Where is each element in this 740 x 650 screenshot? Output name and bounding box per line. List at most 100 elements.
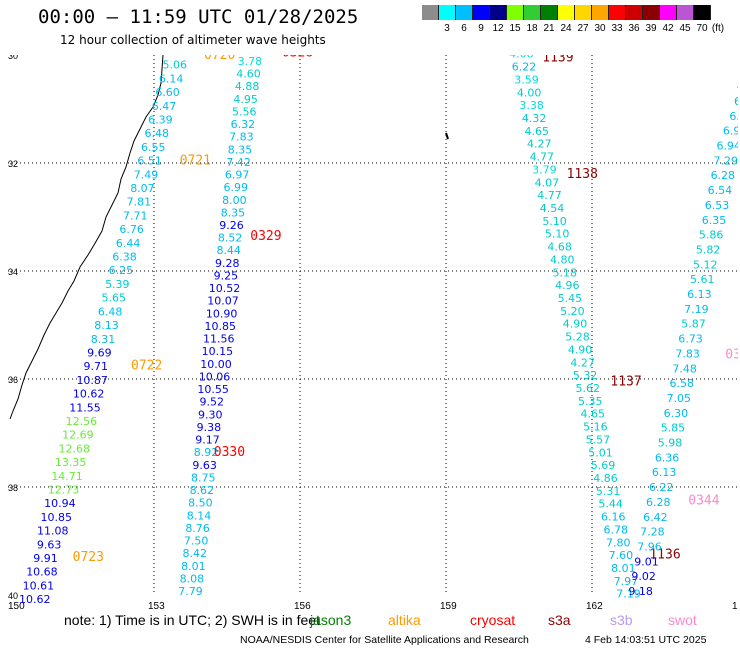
pass-time-label: 0344 bbox=[688, 494, 719, 509]
swh-value: 5.32 bbox=[573, 369, 598, 382]
pass-time-label: 0330 bbox=[214, 445, 245, 460]
swh-value: 3.79 bbox=[532, 163, 557, 176]
x-tick-label: 153 bbox=[148, 601, 165, 612]
swh-value: 4.83 bbox=[166, 55, 191, 58]
swh-value: 4.90 bbox=[563, 318, 588, 331]
y-tick-label: 34 bbox=[8, 267, 18, 277]
swh-value: 10.62 bbox=[19, 593, 51, 606]
swh-value: 7.49 bbox=[134, 168, 159, 181]
swh-value: 4.88 bbox=[235, 80, 260, 93]
swh-value: 7.42 bbox=[226, 156, 251, 169]
legend-label: 45 bbox=[679, 23, 691, 34]
x-tick-label: 156 bbox=[294, 601, 311, 612]
swh-value: 5.57 bbox=[586, 433, 611, 446]
pass-time-label: 1138 bbox=[567, 167, 598, 182]
swh-value: 8.00 bbox=[222, 194, 247, 207]
swh-value: 5.82 bbox=[696, 243, 721, 256]
swh-value: 5.28 bbox=[565, 331, 590, 344]
pass-time-label: 0722 bbox=[131, 359, 162, 374]
swh-value: 6.48 bbox=[145, 127, 170, 140]
swh-value: 10.61 bbox=[23, 579, 55, 592]
legend-swatch bbox=[490, 5, 507, 20]
swh-value: 4.95 bbox=[233, 93, 258, 106]
pass-time-label: 03 bbox=[725, 348, 738, 363]
generated-timestamp: 4 Feb 14:03:51 UTC 2025 bbox=[585, 634, 707, 646]
swh-value: 6.28 bbox=[646, 496, 671, 509]
swh-value: 10.87 bbox=[76, 374, 108, 387]
swh-value: 10.52 bbox=[209, 282, 241, 295]
legend-label: 21 bbox=[543, 23, 555, 34]
swh-value: 5.16 bbox=[583, 421, 608, 434]
satellite-altika: altika bbox=[388, 612, 421, 628]
swh-value: 8.07 bbox=[130, 182, 155, 195]
coastline bbox=[9, 55, 164, 420]
legend-swatch bbox=[439, 5, 456, 20]
swh-value: 6 bbox=[734, 95, 738, 108]
swh-value: 6.76 bbox=[119, 223, 144, 236]
legend-swatch bbox=[558, 5, 575, 20]
legend-label: 3 bbox=[444, 23, 450, 34]
swh-value: 4.77 bbox=[530, 151, 555, 164]
swh-value: 5.85 bbox=[661, 422, 686, 435]
swh-value: 8.35 bbox=[221, 206, 246, 219]
x-tick-label: 150 bbox=[8, 601, 25, 612]
legend-swatch bbox=[592, 5, 609, 20]
track-t3: 4.086.223.594.003.384.324.654.274.773.79… bbox=[509, 55, 680, 601]
swh-value: 12.69 bbox=[62, 429, 94, 442]
legend-label: 6 bbox=[461, 23, 467, 34]
swh-value: 6.25 bbox=[109, 264, 134, 277]
island-dot bbox=[445, 132, 449, 140]
swh-value: 12.56 bbox=[66, 415, 98, 428]
swh-value: 5.62 bbox=[575, 382, 600, 395]
swh-value: 4 bbox=[737, 80, 738, 93]
y-tick-label: 32 bbox=[8, 159, 18, 169]
swh-value: 8.92 bbox=[194, 446, 219, 459]
swh-value: 7.50 bbox=[184, 535, 209, 548]
pass-time-label: 0721 bbox=[180, 153, 211, 168]
swh-value: 7.79 bbox=[178, 585, 203, 598]
swh-value: 6.13 bbox=[652, 466, 677, 479]
swh-value: 6.44 bbox=[116, 237, 141, 250]
swh-value: 6.42 bbox=[643, 511, 668, 524]
swh-value: 6.53 bbox=[705, 199, 730, 212]
swh-value: 12.68 bbox=[58, 442, 90, 455]
swh-value: 5.35 bbox=[578, 395, 603, 408]
swh-value: 6.73 bbox=[678, 333, 703, 346]
swh-value: 10.55 bbox=[197, 383, 229, 396]
swh-value: 7.83 bbox=[675, 347, 700, 360]
swh-value: 7.97 bbox=[614, 575, 639, 588]
altimeter-map: 150153156159162165303234363840 4.835.066… bbox=[8, 55, 738, 612]
swh-value: 9.63 bbox=[192, 459, 217, 472]
swh-value: 10.85 bbox=[41, 511, 73, 524]
swh-value: 4.80 bbox=[550, 253, 575, 266]
swh-value: 9.38 bbox=[197, 421, 222, 434]
swh-value: 9.18 bbox=[628, 585, 653, 598]
swh-value: 6. bbox=[729, 110, 738, 123]
swh-value: 6.9 bbox=[723, 125, 738, 138]
swh-value: 4.86 bbox=[593, 472, 618, 485]
legend-swatch bbox=[626, 5, 643, 20]
swh-value: 4.07 bbox=[535, 176, 560, 189]
track-t1: 4.835.066.146.606.476.396.486.556.517.49… bbox=[19, 55, 235, 606]
legend-swatch bbox=[643, 5, 660, 20]
swh-value: 14.71 bbox=[51, 470, 83, 483]
swh-value: 9.26 bbox=[219, 219, 244, 232]
swh-value: 12.73 bbox=[48, 483, 80, 496]
pass-time-label: 0723 bbox=[73, 550, 104, 565]
swh-value: 5.65 bbox=[101, 292, 126, 305]
swh-value: 7.60 bbox=[609, 549, 634, 562]
swh-value: 5.18 bbox=[553, 266, 578, 279]
legend-swatch bbox=[541, 5, 558, 20]
legend-swatch bbox=[694, 5, 711, 20]
swh-value: 8.62 bbox=[190, 484, 215, 497]
swh-value: 4.32 bbox=[522, 112, 547, 125]
swh-value: 5.01 bbox=[588, 446, 613, 459]
legend-label: 30 bbox=[594, 23, 606, 34]
swh-value: 5.10 bbox=[542, 215, 567, 228]
satellite-tracks: 4.835.066.146.606.476.396.486.556.517.49… bbox=[19, 55, 738, 606]
swh-value: 9.91 bbox=[33, 552, 58, 565]
swh-value: 6.39 bbox=[148, 114, 173, 127]
swh-value: 9.71 bbox=[84, 360, 109, 373]
swh-value: 7.28 bbox=[640, 526, 665, 539]
map-subtitle: 12 hour collection of altimeter wave hei… bbox=[60, 33, 326, 47]
